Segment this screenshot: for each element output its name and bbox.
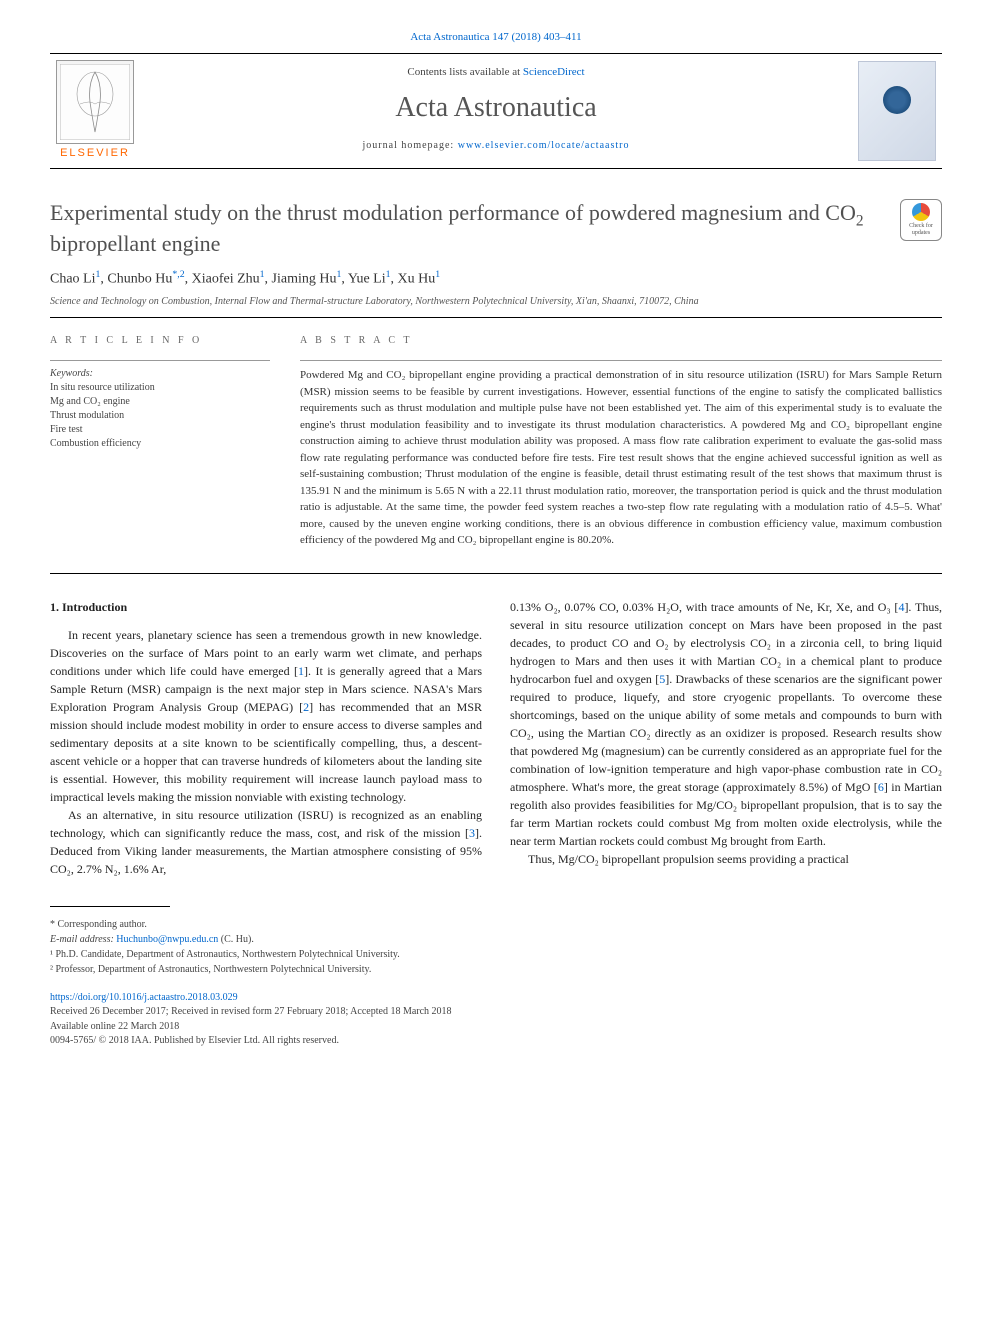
copyright-line: 0094-5765/ © 2018 IAA. Published by Else… xyxy=(50,1034,942,1049)
publisher-name: ELSEVIER xyxy=(60,146,130,161)
info-hr xyxy=(50,360,270,361)
footnote-separator xyxy=(50,906,170,907)
homepage-prefix: journal homepage: xyxy=(363,140,458,151)
doi-block: https://doi.org/10.1016/j.actaastro.2018… xyxy=(50,991,942,1049)
email-label: E-mail address: xyxy=(50,934,116,945)
homepage-link[interactable]: www.elsevier.com/locate/actaastro xyxy=(458,140,630,151)
doi-link[interactable]: https://doi.org/10.1016/j.actaastro.2018… xyxy=(50,992,238,1003)
article-info-col: A R T I C L E I N F O Keywords: In situ … xyxy=(50,334,270,549)
para-1: In recent years, planetary science has s… xyxy=(50,626,482,806)
footnotes: * Corresponding author. E-mail address: … xyxy=(50,917,942,977)
keywords-label: Keywords: xyxy=(50,367,270,381)
elsevier-tree-logo xyxy=(56,60,134,144)
keywords-list: In situ resource utilizationMg and CO₂ e… xyxy=(50,381,270,451)
para-3: 0.13% O₂, 0.07% CO, 0.03% H₂O, with trac… xyxy=(510,598,942,850)
keyword-item: Thrust modulation xyxy=(50,409,270,423)
corr-email[interactable]: Huchunbo@nwpu.edu.cn xyxy=(116,934,218,945)
sciencedirect-link[interactable]: ScienceDirect xyxy=(523,66,585,78)
section-1-title: 1. Introduction xyxy=(50,598,482,616)
citation-link[interactable]: Acta Astronautica 147 (2018) 403–411 xyxy=(410,31,581,43)
body-columns: 1. Introduction In recent years, planeta… xyxy=(50,598,942,878)
author-list: Chao Li1, Chunbo Hu*,2, Xiaofei Zhu1, Ji… xyxy=(50,268,942,289)
footnote-1: ¹ Ph.D. Candidate, Department of Astrona… xyxy=(50,947,942,962)
journal-cover-block xyxy=(852,55,942,167)
received-line: Received 26 December 2017; Received in r… xyxy=(50,1005,942,1020)
divider-top xyxy=(50,317,942,318)
abstract-hr xyxy=(300,360,942,361)
contents-prefix: Contents lists available at xyxy=(407,66,522,78)
check-updates-l1: Check for xyxy=(909,223,933,230)
journal-header-box: ELSEVIER Contents lists available at Sci… xyxy=(50,53,942,168)
body-col-right: 0.13% O₂, 0.07% CO, 0.03% H₂O, with trac… xyxy=(510,598,942,878)
running-head: Acta Astronautica 147 (2018) 403–411 xyxy=(50,30,942,45)
keyword-item: Fire test xyxy=(50,423,270,437)
info-abstract-row: A R T I C L E I N F O Keywords: In situ … xyxy=(50,334,942,549)
check-updates-l2: updates xyxy=(912,230,930,237)
keyword-item: In situ resource utilization xyxy=(50,381,270,395)
email-suffix: (C. Hu). xyxy=(218,934,254,945)
para-4: Thus, Mg/CO₂ bipropellant propulsion see… xyxy=(510,850,942,868)
ref-link[interactable]: 4 xyxy=(898,600,904,614)
corr-author-note: * Corresponding author. xyxy=(50,917,942,932)
check-updates-badge[interactable]: Check for updates xyxy=(900,199,942,241)
email-line: E-mail address: Huchunbo@nwpu.edu.cn (C.… xyxy=(50,932,942,947)
crossmark-icon xyxy=(912,203,930,221)
journal-title: Acta Astronautica xyxy=(140,88,852,127)
available-line: Available online 22 March 2018 xyxy=(50,1020,942,1035)
journal-cover-thumb xyxy=(858,61,936,161)
article-info-heading: A R T I C L E I N F O xyxy=(50,334,270,348)
abstract-heading: A B S T R A C T xyxy=(300,334,942,348)
para-2: As an alternative, in situ resource util… xyxy=(50,806,482,878)
keyword-item: Combustion efficiency xyxy=(50,437,270,451)
journal-center: Contents lists available at ScienceDirec… xyxy=(140,55,852,168)
keyword-item: Mg and CO₂ engine xyxy=(50,395,270,409)
divider-mid xyxy=(50,573,942,574)
contents-line: Contents lists available at ScienceDirec… xyxy=(140,65,852,80)
ref-link[interactable]: 3 xyxy=(469,826,475,840)
ref-link[interactable]: 5 xyxy=(659,672,665,686)
abstract-col: A B S T R A C T Powdered Mg and CO₂ bipr… xyxy=(300,334,942,549)
ref-link[interactable]: 1 xyxy=(298,664,304,678)
cover-globe-icon xyxy=(883,86,911,114)
abstract-text: Powdered Mg and CO₂ bipropellant engine … xyxy=(300,367,942,549)
body-col-left: 1. Introduction In recent years, planeta… xyxy=(50,598,482,878)
affiliation: Science and Technology on Combustion, In… xyxy=(50,295,942,309)
publisher-block: ELSEVIER xyxy=(50,54,140,167)
elsevier-tree-icon xyxy=(60,64,130,140)
footnote-2: ² Professor, Department of Astronautics,… xyxy=(50,962,942,977)
ref-link[interactable]: 2 xyxy=(303,700,309,714)
journal-homepage: journal homepage: www.elsevier.com/locat… xyxy=(140,139,852,153)
ref-link[interactable]: 6 xyxy=(878,780,884,794)
article-title: Experimental study on the thrust modulat… xyxy=(50,199,900,258)
title-row: Experimental study on the thrust modulat… xyxy=(50,199,942,258)
